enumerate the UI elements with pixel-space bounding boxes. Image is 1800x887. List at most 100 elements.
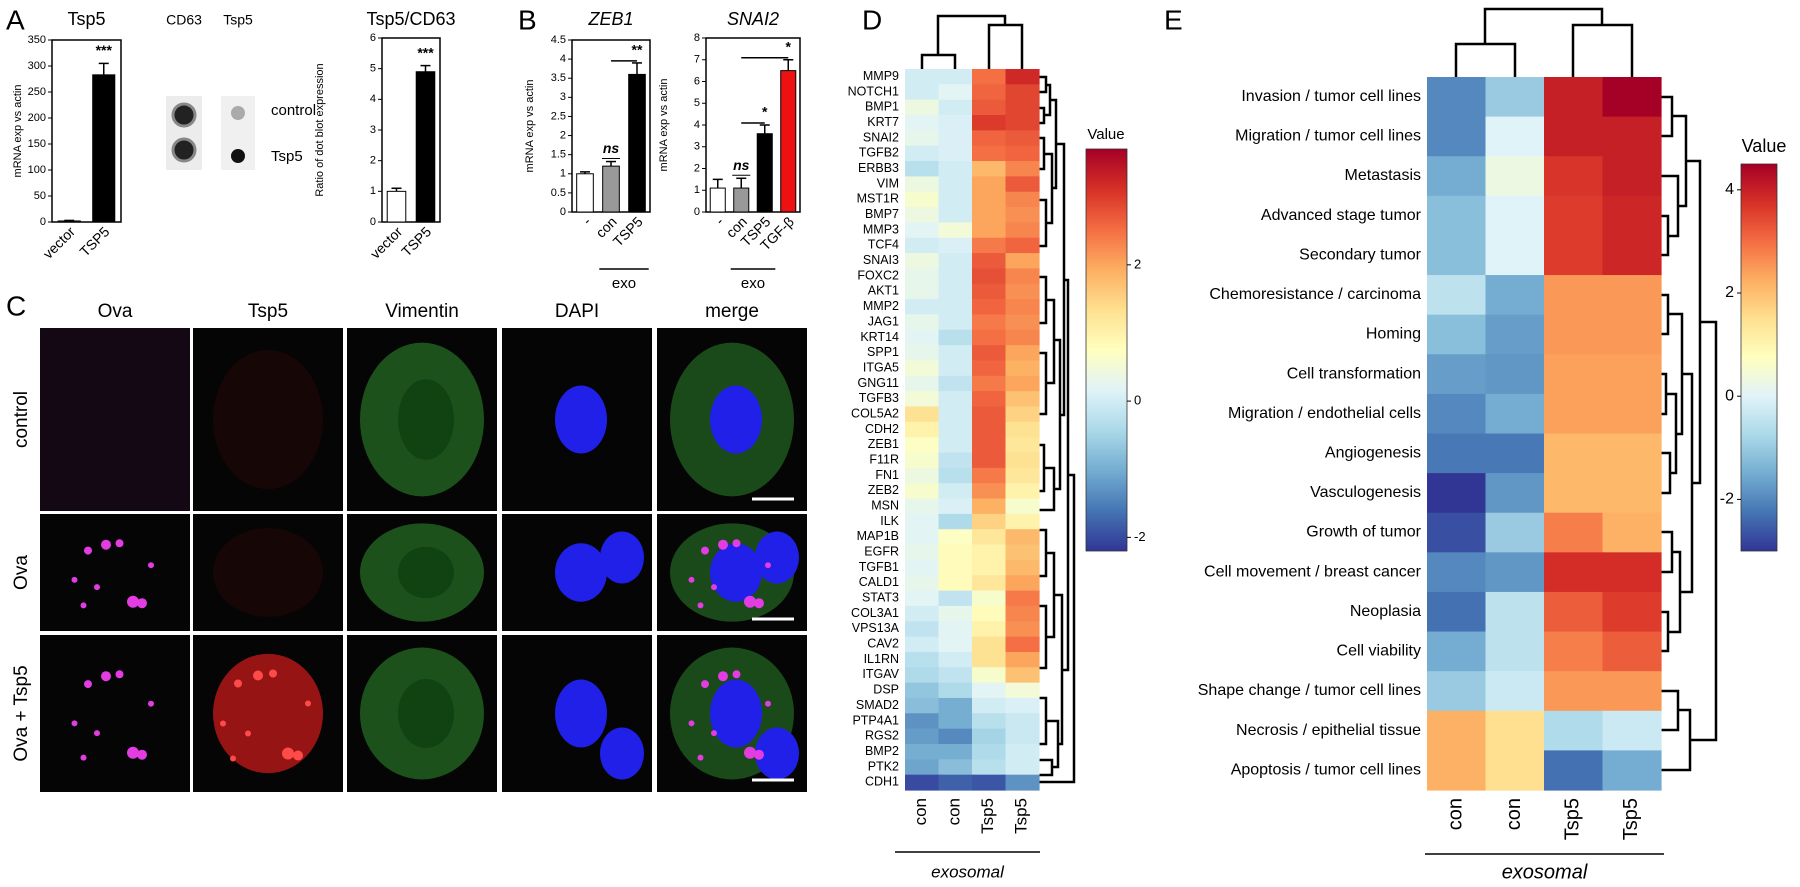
column-label: con	[1503, 798, 1525, 830]
heatmap-cell	[938, 682, 973, 699]
x-tick-label: TSP5	[610, 213, 646, 249]
heatmap-cell	[1602, 354, 1662, 395]
heatmap-cell	[1427, 631, 1487, 672]
heatmap-cell	[1427, 235, 1487, 276]
heatmap-cell	[905, 191, 940, 208]
heatmap-cell	[1005, 329, 1040, 346]
colorbar-tick-label: 2	[1725, 284, 1734, 301]
micrograph	[657, 635, 807, 792]
heatmap-cell	[1005, 636, 1040, 653]
heatmap-cell	[938, 559, 973, 576]
heatmap-cell	[972, 99, 1007, 116]
heatmap-cell	[972, 559, 1007, 576]
heatmap-cell	[1485, 591, 1545, 633]
tsp5-spot	[305, 700, 311, 707]
tsp5-spot	[234, 679, 242, 688]
y-tick-label: 350	[28, 34, 46, 46]
heatmap-cell	[1427, 710, 1487, 751]
heatmap-cell	[905, 467, 940, 484]
y-axis-label: Ratio of dot blot expression	[314, 63, 326, 196]
heatmap-cell	[1005, 713, 1040, 730]
ova-spot	[718, 671, 728, 682]
row-label: AKT1	[868, 284, 899, 298]
panel-letter: C	[6, 290, 26, 321]
significance-label: ns	[733, 157, 750, 173]
heatmap-cell	[1602, 671, 1662, 712]
ova-spot	[711, 584, 717, 591]
significance-label: ***	[417, 44, 434, 60]
heatmap-cell	[1005, 621, 1040, 638]
ova-spot	[71, 576, 78, 583]
heatmap-cell	[1005, 437, 1040, 454]
row-label: IL1RN	[864, 652, 899, 666]
heatmap-cell	[938, 115, 973, 131]
y-tick-label: 2	[370, 155, 376, 167]
heatmap-cell	[938, 191, 973, 208]
micrograph-background	[40, 514, 190, 631]
heatmap-cell	[1005, 529, 1040, 546]
y-axis-label: mRNA exp vs actin	[524, 80, 536, 173]
y-tick-label: 0	[370, 216, 376, 228]
ova-spot	[101, 671, 111, 682]
bar	[602, 165, 620, 213]
colorbar-tick-label: 0	[1725, 387, 1734, 404]
micrograph-background	[40, 328, 190, 511]
heatmap-cell	[905, 84, 940, 101]
heatmap-cell	[938, 759, 973, 776]
row-label: Cell transformation	[1287, 365, 1421, 382]
heatmap-cell	[1544, 195, 1604, 237]
heatmap-cell	[1544, 156, 1604, 197]
row-label: SNAI3	[863, 253, 899, 267]
heatmap-cell	[1485, 116, 1545, 157]
heatmap-cell	[972, 467, 1007, 484]
heatmap-cell	[905, 774, 940, 791]
ova-spot	[697, 754, 704, 761]
ova-spot	[732, 539, 741, 548]
blot-row-label: Tsp5	[271, 148, 303, 165]
heatmap-cell	[938, 452, 973, 469]
heatmap-cell	[938, 483, 973, 500]
heatmap-cell	[972, 513, 1007, 530]
row-label: Cell movement / breast cancer	[1204, 563, 1422, 580]
row-label: RGS2	[865, 729, 899, 743]
row-label: Secondary tumor	[1299, 246, 1422, 263]
heatmap-cell	[938, 314, 973, 331]
row-label: ZEB1	[868, 437, 899, 451]
heatmap-cell	[905, 513, 940, 530]
y-tick-label: 300	[28, 60, 46, 72]
heatmap-cell	[1005, 207, 1040, 224]
heatmap-cell	[972, 268, 1007, 285]
heatmap-cell	[938, 222, 973, 239]
heatmap-cell	[1427, 275, 1487, 316]
x-tick-label: vector	[40, 223, 79, 262]
heatmap-cell	[905, 667, 940, 684]
bar	[780, 70, 797, 213]
row-label: BMP1	[865, 100, 899, 114]
heatmap-cell	[938, 621, 973, 638]
ova-spot	[71, 720, 78, 727]
heatmap-cell	[905, 452, 940, 469]
bar	[756, 133, 773, 213]
heatmap-cell	[905, 161, 940, 177]
y-tick-label: 200	[28, 112, 46, 124]
heatmap-cell	[905, 759, 940, 776]
heatmap-cell	[1005, 314, 1040, 331]
heatmap-cell	[905, 575, 940, 592]
heatmap-cell	[905, 391, 940, 408]
colorbar-tick-label: 2	[1134, 256, 1141, 271]
row-label: TGFB2	[859, 146, 899, 160]
heatmap-cell	[1427, 552, 1487, 593]
chart-title: SNAI2	[727, 9, 779, 29]
row-label: PTP4A1	[852, 713, 899, 727]
heatmap-cell	[1427, 671, 1487, 712]
heatmap-cell	[1005, 452, 1040, 469]
heatmap-cell	[1005, 299, 1040, 316]
heatmap-cell	[1602, 393, 1662, 435]
heatmap-cell	[1485, 156, 1545, 197]
y-tick-label: 3	[370, 124, 376, 136]
y-tick-label: 1.5	[551, 149, 566, 161]
heatmap-cell	[1005, 667, 1040, 684]
ova-spot	[688, 720, 695, 727]
row-label: MAP1B	[857, 529, 899, 543]
heatmap-cell	[972, 345, 1007, 362]
